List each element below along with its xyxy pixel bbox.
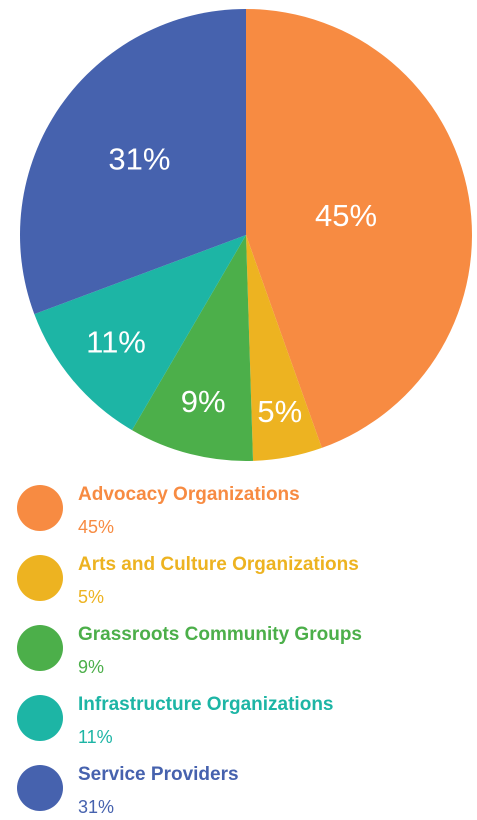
- legend-swatch: [17, 765, 63, 811]
- pie-slice: [246, 235, 322, 461]
- slice-label: 9%: [181, 384, 226, 419]
- legend-value: 9%: [78, 657, 104, 677]
- pie-slice: [34, 235, 246, 431]
- legend-name: Infrastructure Organizations: [78, 694, 334, 715]
- pie-slice: [19, 9, 247, 315]
- legend-value: 5%: [78, 587, 104, 607]
- slice-label: 11%: [86, 325, 146, 360]
- slice-label: 31%: [108, 141, 170, 176]
- legend-name: Advocacy Organizations: [78, 484, 300, 505]
- legend-name: Grassroots Community Groups: [78, 624, 362, 645]
- slice-label: 5%: [257, 394, 302, 429]
- legend-swatch: [17, 485, 63, 531]
- slice-label: 45%: [315, 198, 377, 233]
- pie-slice: [246, 9, 472, 448]
- legend-value: 45%: [78, 517, 114, 537]
- legend-value: 11%: [78, 727, 113, 747]
- legend-swatch: [17, 625, 63, 671]
- legend-name: Service Providers: [78, 764, 239, 785]
- pie-slice: [131, 235, 254, 461]
- legend-name: Arts and Culture Organizations: [78, 554, 359, 575]
- legend-swatch: [17, 695, 63, 741]
- legend-swatch: [17, 555, 63, 601]
- legend-value: 31%: [78, 797, 114, 817]
